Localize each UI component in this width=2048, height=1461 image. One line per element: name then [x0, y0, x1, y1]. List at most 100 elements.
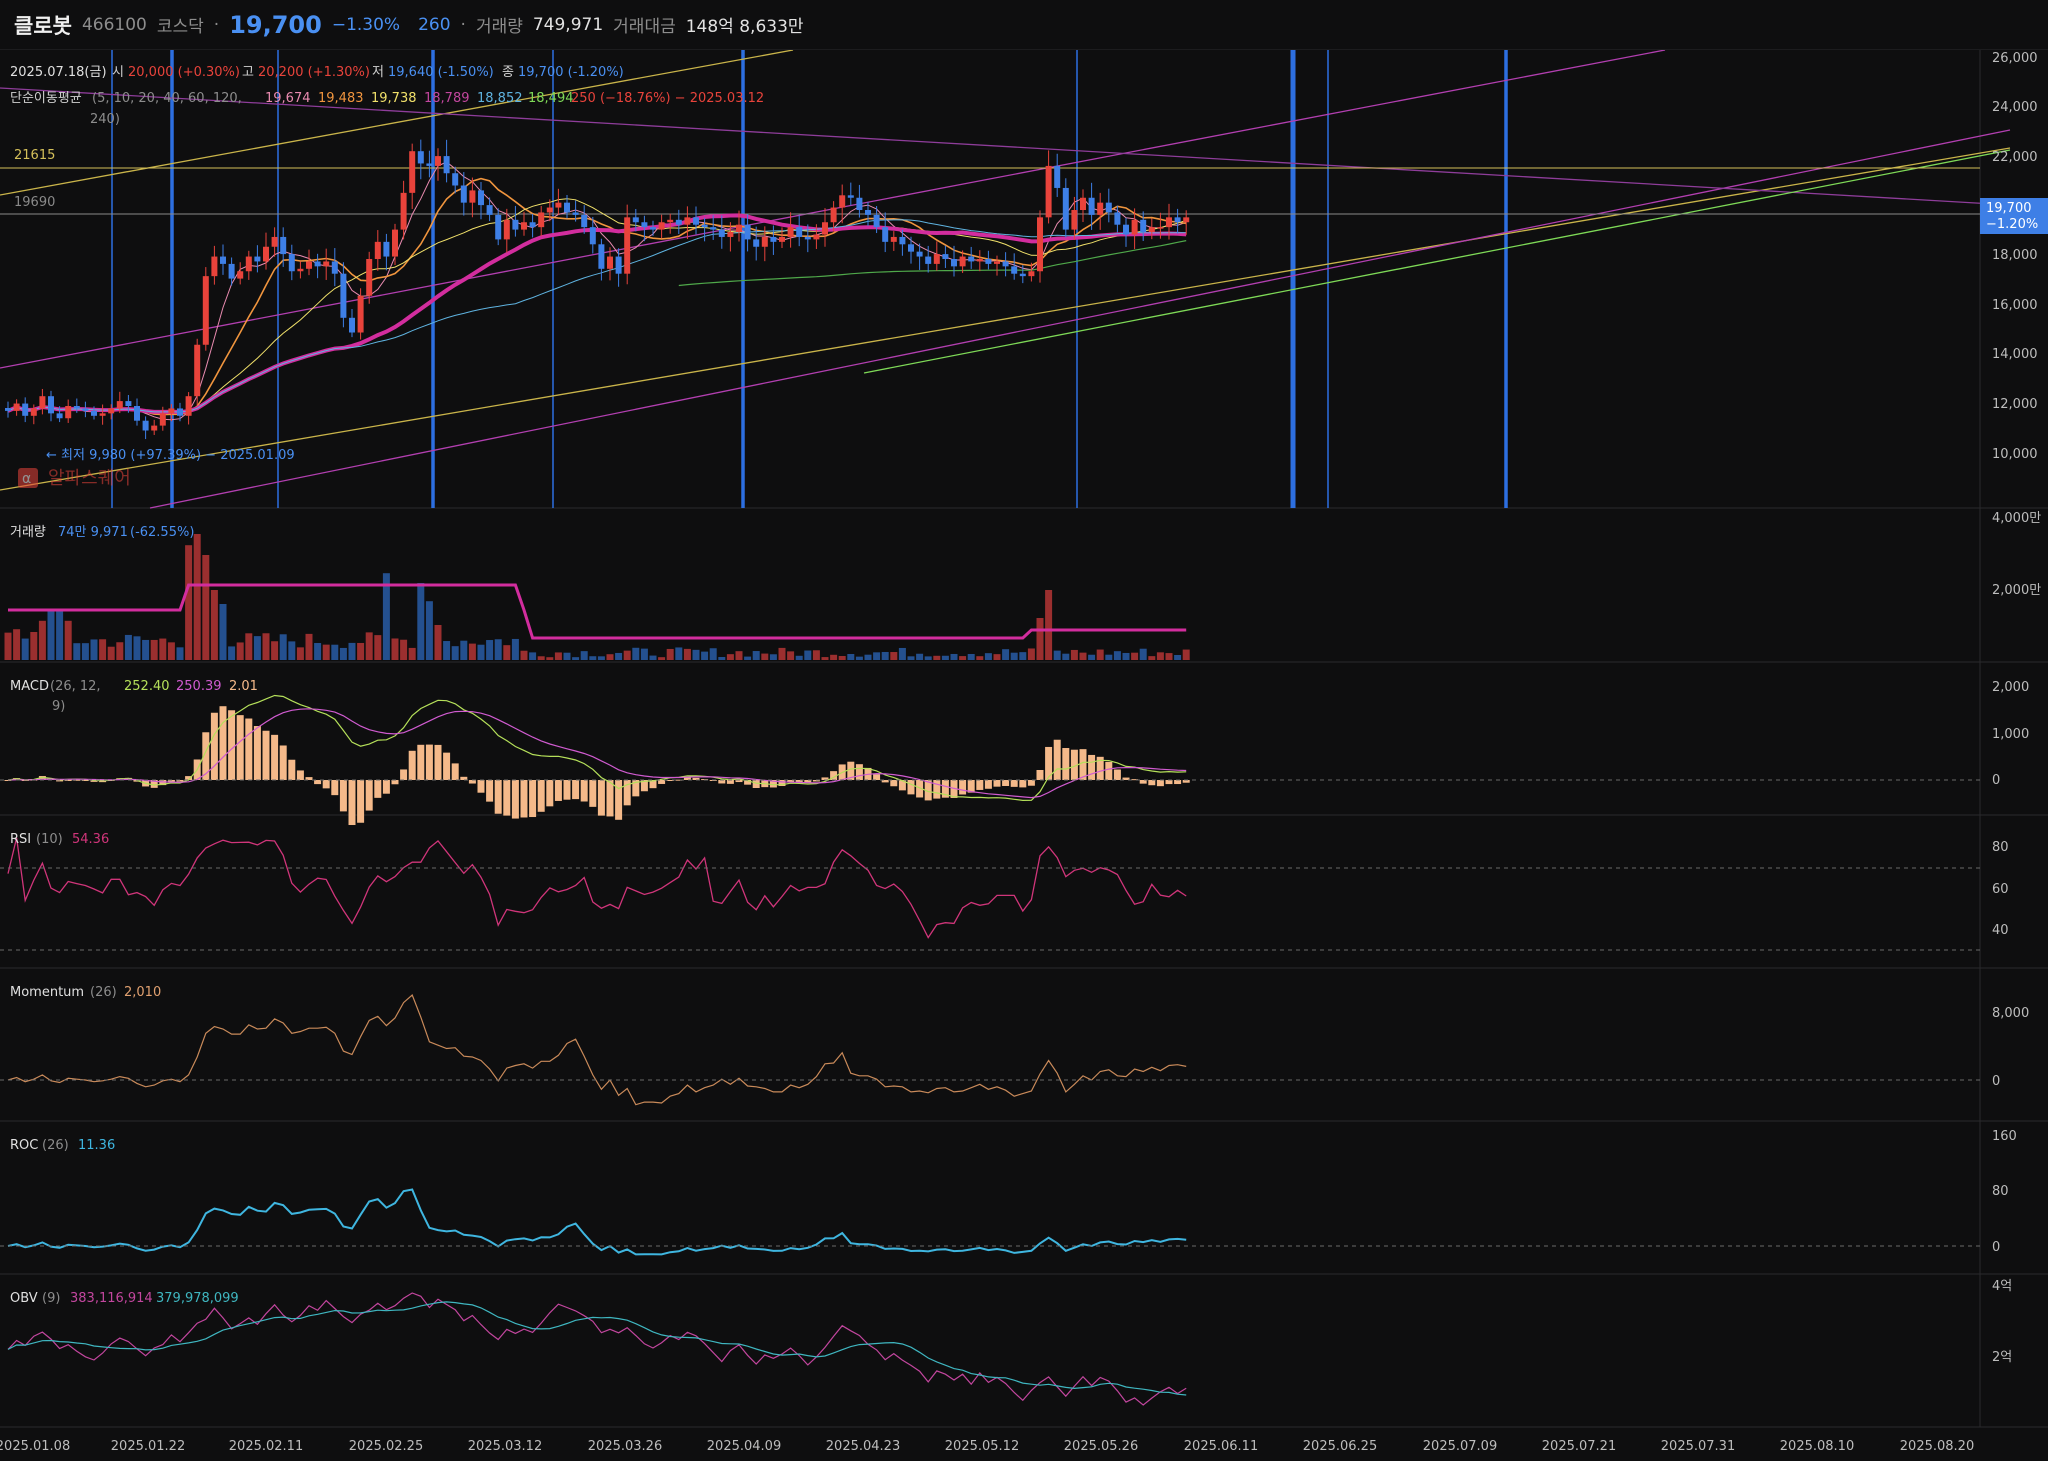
volume-bar [520, 650, 528, 660]
candles [5, 139, 1190, 440]
volume-bar [38, 620, 46, 660]
volume-bar [348, 642, 356, 660]
ma10-value: 19,483 [318, 91, 364, 106]
volume-bar [468, 643, 476, 660]
volume-bar [1045, 590, 1053, 660]
volume-bar [1148, 656, 1156, 660]
obv-label: OBV [10, 1291, 38, 1306]
candle [99, 404, 106, 425]
stock-name[interactable]: 클로봇 [14, 13, 72, 38]
candle [727, 222, 734, 252]
candle [753, 226, 760, 261]
macd-hist-bar [1070, 749, 1078, 780]
volume-bar [649, 655, 657, 660]
candle [1080, 189, 1086, 223]
volume-bar [1053, 650, 1061, 660]
macd-hist-bar [202, 732, 210, 780]
volume-bar [606, 654, 614, 660]
info-low: 19,640 (-1.50%) [388, 65, 494, 80]
candle [1045, 150, 1052, 224]
roc-axis-tick: 0 [1992, 1240, 2000, 1255]
moving-average-lines [7, 161, 1187, 421]
macd-hist-bar [632, 780, 640, 797]
volume-value: 749,971 [532, 14, 604, 35]
macd-hist-bar [1036, 770, 1044, 780]
candle [1088, 182, 1095, 230]
candle [297, 261, 304, 279]
candle [263, 232, 269, 270]
candle [159, 406, 166, 431]
high-note: 250 (−18.76%) − 2025.03.12 [571, 91, 764, 106]
ma-periods-cont: 240) [90, 112, 120, 127]
roc-axis-tick: 160 [1992, 1129, 2017, 1144]
macd-hist-bar [984, 780, 992, 789]
trend-lines [0, 50, 2011, 509]
macd-hist-bar [64, 779, 72, 781]
macd-hist-bar [830, 771, 838, 780]
macd-hist-bar [210, 712, 218, 780]
change-amount: 260 [418, 14, 451, 35]
rsi-axis-tick: 40 [1992, 923, 2009, 938]
volume-bar [1165, 653, 1173, 660]
volume-bar [718, 657, 726, 660]
volume-bar [1122, 652, 1130, 660]
info-high: 20,200 (+1.30%) [258, 65, 370, 80]
date-tick: 2025.04.23 [826, 1439, 900, 1454]
macd-hist-bar [322, 780, 330, 789]
macd-params-cont: 9) [52, 699, 65, 714]
candle [615, 248, 622, 287]
volume-bar [494, 639, 502, 660]
reference-lines [0, 779, 1980, 1247]
candle [82, 401, 89, 418]
macd-hist-bar [56, 780, 64, 782]
candle [813, 224, 820, 250]
date-tick: 2025.06.11 [1184, 1439, 1258, 1454]
price-tag-value: 19,700 [1986, 201, 2032, 216]
candle [624, 204, 631, 285]
date-tick: 2025.01.08 [0, 1439, 70, 1454]
macd-hist-bar [400, 769, 408, 780]
volume-bar [279, 634, 287, 660]
price-tick: 10,000 [1992, 447, 2038, 462]
volume-bar [804, 650, 812, 660]
volume-bar [400, 639, 408, 660]
volume-bar [228, 646, 236, 660]
macd-hist-bar [933, 780, 941, 799]
volume-axis-tick: 2,000만 [1992, 583, 2041, 598]
momentum-axis-tick: 0 [1992, 1074, 2000, 1089]
volume-bar [47, 611, 55, 660]
volume-bar [640, 648, 648, 660]
macd-hist-bar [649, 780, 657, 789]
macd-hist-bar [916, 780, 924, 798]
volume-bar [907, 656, 915, 660]
macd-hist-bar [924, 780, 932, 801]
candle [701, 217, 708, 242]
volume-bar [812, 650, 820, 660]
volume-bar [1139, 648, 1147, 660]
candle [331, 248, 338, 287]
volume-bar [167, 642, 175, 660]
volume-ma-line [8, 583, 1187, 640]
obv-axis-tick: 2억 [1992, 1350, 2012, 1365]
volume-bar [425, 601, 433, 660]
volume-bar [1027, 648, 1035, 660]
info-low-label: 저 [372, 65, 384, 80]
macd-hist-bar [881, 780, 889, 783]
volume-bar [658, 657, 666, 660]
candle [830, 201, 837, 232]
stock-chart[interactable]: 2025.07.18(금) 시 20,000 (+0.30%) 고 20,200… [0, 50, 2048, 1461]
date-tick: 2025.08.10 [1780, 1439, 1854, 1454]
candle [744, 214, 751, 252]
candle [512, 205, 519, 237]
amount-value: 148억 8,633만 [685, 17, 804, 37]
candle [443, 139, 450, 183]
macd-hist-bar [408, 750, 416, 780]
macd-axis-tick: 0 [1992, 773, 2000, 788]
candle [985, 250, 992, 270]
candle [134, 398, 140, 426]
macd-hist-bar [769, 780, 777, 788]
momentum-params: (26) [90, 985, 117, 1000]
volume-bar [554, 652, 562, 660]
macd-axis-tick: 1,000 [1992, 727, 2029, 742]
candle [718, 215, 725, 249]
